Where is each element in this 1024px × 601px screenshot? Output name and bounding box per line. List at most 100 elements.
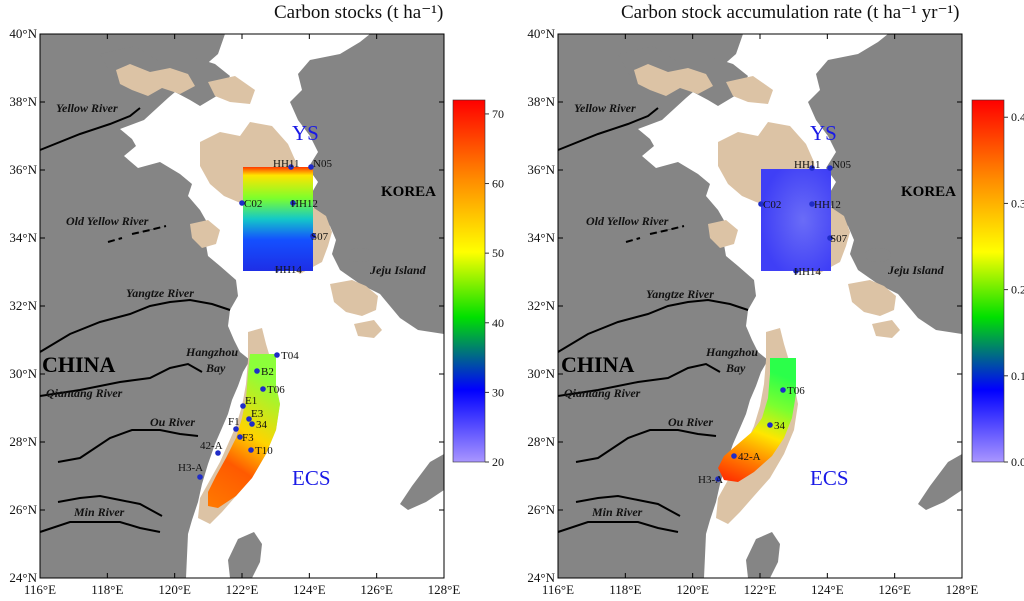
sampling-site-dot	[290, 200, 296, 206]
sampling-site-dot	[308, 164, 314, 170]
label-china: CHINA	[561, 352, 634, 377]
sampling-site-dot	[758, 201, 764, 207]
colorbar-tick-label: 30	[492, 385, 504, 399]
ecs-stock-overlay	[208, 354, 280, 508]
sampling-site-dot	[780, 387, 786, 393]
lon-tick-label: 126°E	[360, 582, 393, 597]
sampling-site-dot	[233, 426, 239, 432]
colorbar-tick-label: 0.25	[1011, 283, 1024, 297]
lon-tick-label: 124°E	[811, 582, 844, 597]
lat-tick-label: 28°N	[527, 434, 555, 449]
lat-tick-label: 30°N	[527, 366, 555, 381]
lat-tick-label: 24°N	[9, 570, 37, 585]
lon-tick-label: 122°E	[744, 582, 777, 597]
lat-tick-label: 34°N	[527, 230, 555, 245]
lon-tick-label: 118°E	[91, 582, 123, 597]
sampling-site-dot	[240, 403, 246, 409]
sampling-site-dot	[215, 450, 221, 456]
label-qiantang-river: Qiantang River	[564, 386, 641, 400]
sampling-site-label: HH14	[794, 266, 821, 278]
label-hangzhou: Hangzhou	[185, 345, 238, 359]
colorbar-tick-label: 60	[492, 177, 504, 191]
lat-tick-label: 26°N	[527, 502, 555, 517]
label-ys: YS	[292, 121, 319, 145]
sampling-site-label: H3-A	[178, 462, 203, 474]
sampling-site-dot	[767, 422, 773, 428]
sampling-site-dot	[809, 165, 815, 171]
label-old-yellow-river: Old Yellow River	[66, 214, 149, 228]
sampling-site-label: B2	[261, 366, 274, 378]
panel-1-title: Carbon stocks (t ha⁻¹)	[274, 2, 443, 23]
lon-tick-label: 120°E	[676, 582, 709, 597]
label-yellow-river: Yellow River	[574, 101, 636, 115]
lat-tick-label: 40°N	[9, 26, 37, 41]
sampling-site-dot	[310, 233, 316, 239]
label-ou-river: Ou River	[668, 415, 713, 429]
label-qiantang-river: Qiantang River	[46, 386, 123, 400]
colorbar-tick-label: 0.15	[1011, 369, 1024, 383]
lat-tick-label: 26°N	[9, 502, 37, 517]
label-ecs: ECS	[292, 466, 331, 490]
colorbar-tick-label: 0.05	[1011, 455, 1024, 469]
sampling-site-label: 42-A	[738, 451, 761, 463]
label-ys: YS	[810, 121, 837, 145]
label-china: CHINA	[42, 352, 115, 377]
sampling-site-dot	[731, 453, 737, 459]
panel-2-labels: Yellow River Old Yellow River Yangtze Ri…	[561, 101, 956, 519]
lat-tick-label: 32°N	[9, 298, 37, 313]
label-korea: KOREA	[381, 184, 436, 200]
lon-tick-label: 128°E	[428, 582, 461, 597]
sampling-site-label: HH11	[273, 158, 299, 170]
panel-1-labels: Yellow River Old Yellow River Yangtze Ri…	[42, 101, 436, 519]
colorbar-tick-label: 40	[492, 316, 504, 330]
label-ecs: ECS	[810, 466, 849, 490]
lat-tick-label: 24°N	[527, 570, 555, 585]
lon-tick-label: 116°E	[24, 582, 56, 597]
sampling-site-dot	[254, 368, 260, 374]
sampling-site-label: HH14	[275, 264, 302, 276]
sampling-site-label: E3	[251, 408, 264, 420]
sampling-site-label: T10	[255, 445, 273, 457]
sampling-site-dot	[827, 165, 833, 171]
label-yangtze-river: Yangtze River	[646, 287, 714, 301]
label-bay: Bay	[205, 361, 226, 375]
lat-tick-label: 40°N	[527, 26, 555, 41]
sampling-site-label: HH12	[814, 199, 841, 211]
colorbar-tick-label: 70	[492, 107, 504, 121]
lat-tick-label: 32°N	[527, 298, 555, 313]
colorbar-1: 70 60 50 40 30 20	[452, 99, 504, 469]
lat-tick-label: 36°N	[9, 162, 37, 177]
label-min-river: Min River	[591, 505, 643, 519]
sampling-site-label: 42-A	[200, 440, 223, 452]
sampling-site-dot	[827, 235, 833, 241]
sampling-site-label: N05	[313, 158, 332, 170]
label-jeju: Jeju Island	[887, 263, 945, 277]
sampling-site-label: 34	[256, 419, 268, 431]
sampling-site-label: T04	[281, 350, 299, 362]
colorbar-tick-label: 20	[492, 455, 504, 469]
label-ou-river: Ou River	[150, 415, 195, 429]
sampling-site-label: F1	[228, 416, 240, 428]
sampling-site-dot	[260, 386, 266, 392]
sampling-site-label: T06	[267, 384, 285, 396]
panel-accumulation-rate	[557, 33, 963, 579]
sampling-site-dot	[715, 476, 721, 482]
sampling-site-dot	[197, 474, 203, 480]
sampling-site-label: N05	[832, 159, 851, 171]
label-old-yellow-river: Old Yellow River	[586, 214, 669, 228]
label-yellow-river: Yellow River	[56, 101, 118, 115]
sampling-site-label: HH12	[291, 198, 318, 210]
lon-tick-label: 118°E	[609, 582, 641, 597]
sampling-site-label: E1	[245, 395, 257, 407]
lon-tick-label: 120°E	[158, 582, 191, 597]
colorbar-tick-label: 50	[492, 246, 504, 260]
sampling-site-label: S07	[311, 231, 329, 243]
ys-rate-overlay	[761, 169, 831, 271]
sampling-site-label: C02	[763, 199, 781, 211]
sampling-site-dot	[239, 200, 245, 206]
lon-tick-label: 126°E	[878, 582, 911, 597]
colorbar-tick-label: 0.35	[1011, 196, 1024, 210]
sampling-site-label: T06	[787, 385, 805, 397]
lat-tick-label: 38°N	[527, 94, 555, 109]
